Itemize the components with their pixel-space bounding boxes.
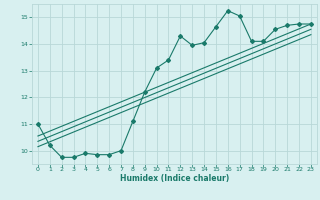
- X-axis label: Humidex (Indice chaleur): Humidex (Indice chaleur): [120, 174, 229, 183]
